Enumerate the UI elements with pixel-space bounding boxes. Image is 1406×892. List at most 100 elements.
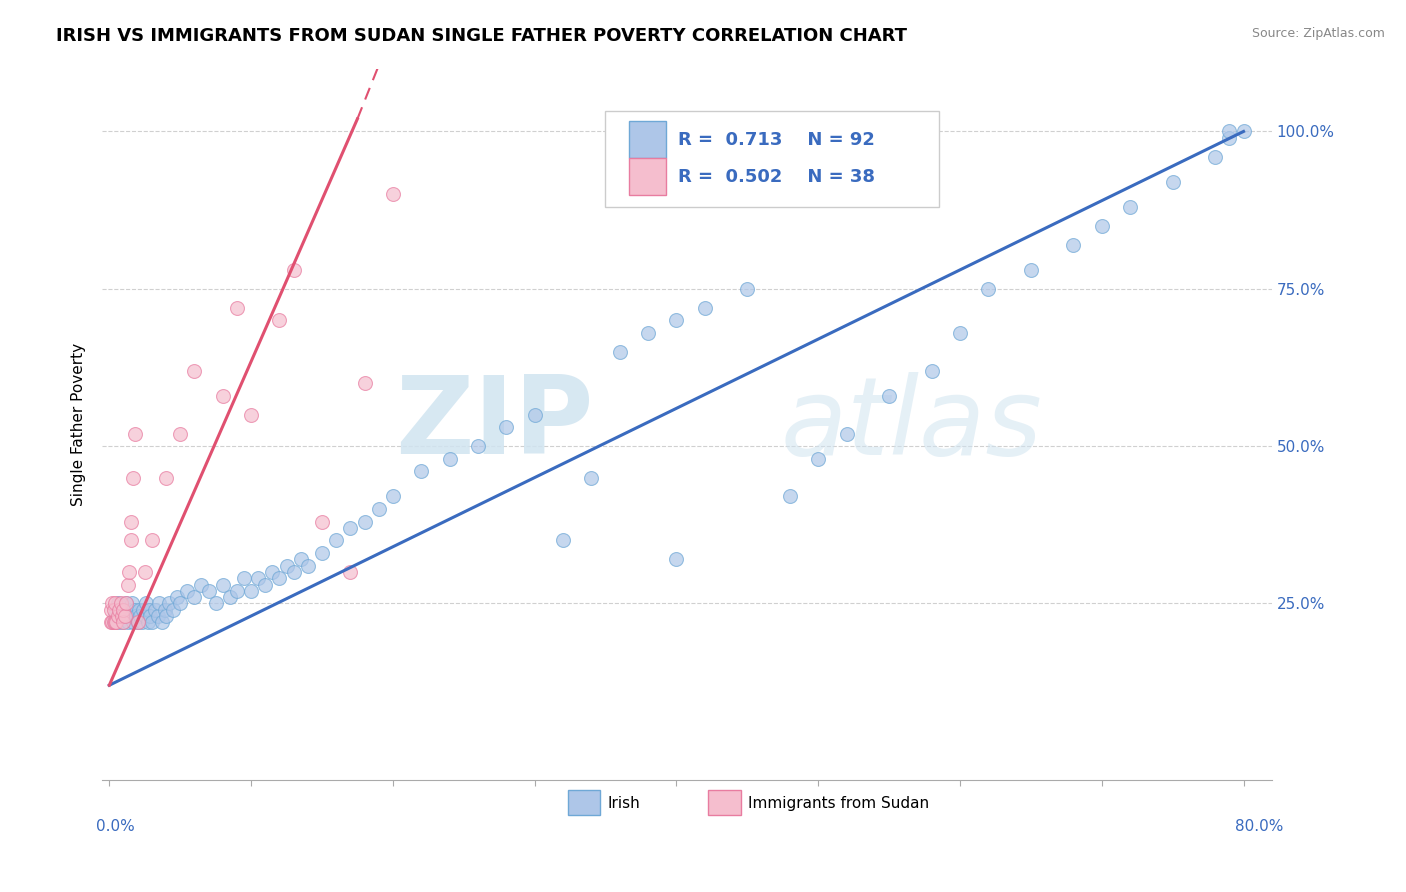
Point — [112, 615, 135, 630]
Point — [108, 615, 131, 630]
Point — [240, 583, 263, 598]
Point — [129, 609, 152, 624]
Point — [122, 470, 145, 484]
Point — [311, 546, 333, 560]
Point — [132, 603, 155, 617]
FancyBboxPatch shape — [605, 112, 939, 207]
Text: Source: ZipAtlas.com: Source: ZipAtlas.com — [1251, 27, 1385, 40]
Point — [339, 565, 361, 579]
Point — [111, 609, 134, 624]
Point — [139, 609, 162, 624]
Point — [311, 515, 333, 529]
Point — [131, 615, 153, 630]
Point — [225, 583, 247, 598]
Point — [120, 515, 142, 529]
Point — [114, 609, 136, 624]
Point — [112, 615, 135, 630]
Point — [169, 596, 191, 610]
Point — [118, 565, 141, 579]
Point — [269, 313, 291, 327]
Point — [104, 609, 127, 624]
FancyBboxPatch shape — [568, 789, 600, 815]
Point — [325, 533, 347, 548]
Point — [150, 615, 173, 630]
FancyBboxPatch shape — [628, 121, 666, 158]
Point — [581, 470, 603, 484]
Point — [411, 464, 433, 478]
Point — [124, 426, 146, 441]
Point — [1091, 219, 1114, 233]
Point — [297, 558, 319, 573]
Point — [183, 363, 205, 377]
Text: Irish: Irish — [607, 796, 640, 811]
Point — [101, 596, 124, 610]
Point — [112, 603, 135, 617]
Point — [117, 615, 139, 630]
Point — [367, 502, 389, 516]
Point — [439, 451, 461, 466]
Point — [124, 603, 146, 617]
Point — [101, 615, 124, 630]
Point — [211, 389, 233, 403]
Point — [807, 451, 830, 466]
Point — [166, 590, 188, 604]
Text: Immigrants from Sudan: Immigrants from Sudan — [748, 796, 929, 811]
Point — [127, 615, 149, 630]
Point — [1062, 237, 1084, 252]
Point — [835, 426, 858, 441]
Y-axis label: Single Father Poverty: Single Father Poverty — [72, 343, 86, 506]
Point — [100, 615, 122, 630]
FancyBboxPatch shape — [709, 789, 741, 815]
Point — [467, 439, 489, 453]
Point — [136, 615, 159, 630]
Point — [155, 470, 177, 484]
Point — [197, 583, 219, 598]
Point — [637, 326, 659, 340]
Point — [977, 282, 1000, 296]
Point — [353, 376, 375, 391]
Point — [381, 490, 404, 504]
Point — [118, 603, 141, 617]
Point — [921, 363, 943, 377]
Point — [125, 609, 148, 624]
Point — [112, 603, 135, 617]
Point — [117, 577, 139, 591]
Point — [353, 515, 375, 529]
Point — [155, 609, 177, 624]
Point — [183, 590, 205, 604]
Point — [737, 282, 759, 296]
Point — [283, 263, 305, 277]
Point — [1119, 200, 1142, 214]
Point — [134, 609, 156, 624]
Point — [262, 565, 284, 579]
Point — [1218, 124, 1240, 138]
Point — [254, 577, 277, 591]
Point — [290, 552, 312, 566]
Point — [339, 521, 361, 535]
Point — [103, 615, 125, 630]
Point — [114, 609, 136, 624]
Point — [127, 615, 149, 630]
Point — [107, 596, 129, 610]
Point — [146, 609, 169, 624]
Point — [381, 187, 404, 202]
Point — [107, 609, 129, 624]
Point — [1232, 124, 1254, 138]
Point — [148, 596, 170, 610]
Point — [240, 408, 263, 422]
Point — [104, 615, 127, 630]
FancyBboxPatch shape — [628, 158, 666, 195]
Point — [551, 533, 574, 548]
Point — [115, 596, 138, 610]
Point — [1161, 175, 1184, 189]
Point — [108, 603, 131, 617]
Point — [233, 571, 256, 585]
Point — [141, 533, 163, 548]
Point — [143, 603, 166, 617]
Point — [120, 533, 142, 548]
Text: IRISH VS IMMIGRANTS FROM SUDAN SINGLE FATHER POVERTY CORRELATION CHART: IRISH VS IMMIGRANTS FROM SUDAN SINGLE FA… — [56, 27, 907, 45]
Point — [153, 603, 176, 617]
Point — [103, 615, 125, 630]
Point — [110, 603, 132, 617]
Point — [269, 571, 291, 585]
